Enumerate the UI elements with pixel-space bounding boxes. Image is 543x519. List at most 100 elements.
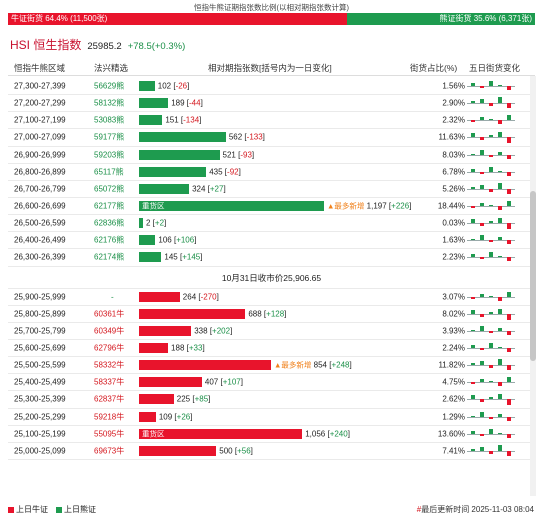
row-warrant-code[interactable]: 62837牛 bbox=[94, 394, 125, 404]
row-volume-bar bbox=[139, 445, 217, 456]
row-volume-bar bbox=[139, 377, 202, 388]
row-warrant-code[interactable]: 65072熊 bbox=[94, 184, 125, 194]
row-range: 27,200-27,299 bbox=[14, 98, 66, 108]
row-warrant-code[interactable]: 59203熊 bbox=[94, 150, 125, 160]
row-range: 25,200-25,299 bbox=[14, 412, 66, 422]
row-volume-value: 407 bbox=[204, 377, 219, 387]
row-volume: 338 [+202] bbox=[194, 326, 233, 336]
row-pct: 2.90% bbox=[442, 98, 465, 108]
row-volume: 435 [-92] bbox=[209, 167, 241, 177]
row-volume: 109 [+26] bbox=[158, 412, 193, 422]
row-warrant-code[interactable]: 53083熊 bbox=[94, 115, 125, 125]
row-warrant-code[interactable]: 56629熊 bbox=[94, 81, 125, 91]
row-volume-change: +56 bbox=[237, 446, 251, 456]
row-warrant-code[interactable]: 60361牛 bbox=[94, 309, 125, 319]
legend-bull: 上日牛证 bbox=[8, 504, 48, 515]
row-warrant-code[interactable]: 65117熊 bbox=[94, 167, 124, 177]
row-volume-value: 1,056 bbox=[305, 429, 326, 439]
row-volume-change: +128 bbox=[266, 309, 285, 319]
row-warrant-code[interactable]: 59177熊 bbox=[94, 132, 125, 142]
row-volume-bar bbox=[139, 325, 192, 336]
row-range: 26,700-26,799 bbox=[14, 184, 66, 194]
row-range: 26,400-26,499 bbox=[14, 235, 66, 245]
row-pct: 2.24% bbox=[442, 343, 465, 353]
table-row[interactable]: 25,900-25,999 - 264 [-270] 3.07% bbox=[8, 289, 535, 306]
bear-ratio-segment: 熊证街货 35.6% (6,371张) bbox=[347, 13, 535, 25]
table-row[interactable]: 27,300-27,399 56629熊 102 [-26] 1.56% bbox=[8, 78, 535, 96]
row-volume-bar bbox=[139, 81, 155, 92]
row-warrant-code: - bbox=[111, 292, 114, 302]
heavy-zone-label: 重货区 bbox=[142, 201, 165, 211]
row-pct: 2.23% bbox=[442, 252, 465, 262]
row-volume: 106 [+106] bbox=[158, 235, 197, 245]
table-row[interactable]: 25,100-25,199 55095牛 重货区 1,056 [+240] 13… bbox=[8, 426, 535, 443]
table-row[interactable]: 26,400-26,499 62176熊 106 [+106] 1.63% bbox=[8, 232, 535, 250]
five-day-spark bbox=[467, 148, 515, 162]
row-volume-change: +26 bbox=[176, 412, 191, 422]
five-day-spark bbox=[467, 216, 515, 230]
row-warrant-code[interactable]: 55095牛 bbox=[94, 429, 125, 439]
row-range: 25,400-25,499 bbox=[14, 377, 66, 387]
table-row[interactable]: 27,000-27,099 59177熊 562 [-133] 11.63% bbox=[8, 129, 535, 147]
scrollbar[interactable] bbox=[530, 76, 536, 496]
row-volume-value: 562 bbox=[228, 132, 243, 142]
five-day-spark bbox=[467, 113, 515, 127]
row-volume-bar bbox=[139, 98, 169, 109]
table-row[interactable]: 25,000-25,099 69673牛 500 [+56] 7.41% bbox=[8, 443, 535, 460]
row-volume-change: +202 bbox=[212, 326, 231, 336]
row-warrant-code[interactable]: 60349牛 bbox=[94, 326, 125, 336]
row-volume-change: -26 bbox=[175, 81, 188, 91]
table-row[interactable]: 25,500-25,599 58332牛 ▲最多新增 854 [+248] 11… bbox=[8, 357, 535, 375]
row-warrant-code[interactable]: 62836熊 bbox=[94, 218, 125, 228]
row-warrant-code[interactable]: 58132熊 bbox=[94, 98, 125, 108]
table-row[interactable]: 25,300-25,399 62837牛 225 [+85] 2.62% bbox=[8, 391, 535, 409]
row-warrant-code[interactable]: 62176熊 bbox=[94, 235, 125, 245]
row-volume-value: 324 bbox=[192, 184, 206, 194]
row-warrant-code[interactable]: 58332牛 bbox=[94, 360, 125, 370]
row-pct: 2.32% bbox=[442, 115, 465, 125]
table-row[interactable]: 27,100-27,199 53083熊 151 [-134] 2.32% bbox=[8, 112, 535, 130]
row-pct: 5.26% bbox=[442, 184, 465, 194]
table-row[interactable]: 26,700-26,799 65072熊 324 [+27] 5.26% bbox=[8, 181, 535, 198]
row-volume-change: +226 bbox=[391, 201, 410, 211]
row-warrant-code[interactable]: 62796牛 bbox=[94, 343, 125, 353]
row-warrant-code[interactable]: 62174熊 bbox=[94, 252, 125, 262]
table-row[interactable]: 26,800-26,899 65117熊 435 [-92] 6.78% bbox=[8, 164, 535, 181]
row-warrant-code[interactable]: 62177熊 bbox=[94, 201, 125, 211]
row-range: 25,800-25,899 bbox=[14, 309, 66, 319]
table-row[interactable]: 26,500-26,599 62836熊 2 [+2] 0.03% bbox=[8, 215, 535, 233]
table-row[interactable]: 26,900-26,999 59203熊 521 [-93] 8.03% bbox=[8, 147, 535, 164]
row-warrant-code[interactable]: 58337牛 bbox=[94, 377, 125, 387]
row-warrant-code[interactable]: 69673牛 bbox=[94, 446, 125, 456]
row-warrant-code[interactable]: 59218牛 bbox=[94, 412, 125, 422]
table-row[interactable]: 25,800-25,899 60361牛 688 [+128] 8.02% bbox=[8, 306, 535, 323]
row-volume-value: 151 bbox=[165, 115, 179, 125]
table-row[interactable]: 25,700-25,799 60349牛 338 [+202] 3.93% bbox=[8, 323, 535, 340]
row-volume: 188 [+33] bbox=[171, 343, 205, 353]
row-volume-value: 189 bbox=[171, 98, 185, 108]
table-row[interactable]: 25,600-25,699 62796牛 188 [+33] 2.24% bbox=[8, 340, 535, 358]
row-range: 27,300-27,399 bbox=[14, 81, 66, 91]
row-volume: 102 [-26] bbox=[157, 81, 190, 91]
row-pct: 6.78% bbox=[442, 167, 465, 177]
last-updated-text: 最后更新时间 2025-11-03 08:04 bbox=[421, 505, 534, 514]
row-range: 25,700-25,799 bbox=[14, 326, 66, 336]
table-row[interactable]: 26,600-26,699 62177熊 重货区 ▲最多新增 1,197 [+2… bbox=[8, 198, 535, 216]
table-row[interactable]: 27,200-27,299 58132熊 189 [-44] 2.90% bbox=[8, 95, 535, 113]
index-name: HSI 恒生指数 bbox=[10, 38, 82, 52]
table-row[interactable]: 25,400-25,499 58337牛 407 [+107] 4.75% bbox=[8, 374, 535, 392]
header-spark: 五日街货变化 bbox=[469, 63, 521, 73]
row-volume: 264 [-270] bbox=[182, 292, 219, 302]
row-volume-value: 106 bbox=[158, 235, 172, 245]
page-title: 恒指牛熊证期指张数比例(以相对期指张数计算) bbox=[194, 3, 349, 12]
row-range: 26,600-26,699 bbox=[14, 201, 66, 211]
five-day-spark bbox=[467, 79, 515, 93]
table-row[interactable]: 25,200-25,299 59218牛 109 [+26] 1.29% bbox=[8, 409, 535, 426]
five-day-spark bbox=[467, 182, 515, 196]
table-row[interactable]: 26,300-26,399 62174熊 145 [+145] 2.23% bbox=[8, 249, 535, 267]
row-volume-value: 225 bbox=[176, 394, 191, 404]
row-pct: 1.29% bbox=[442, 412, 465, 422]
row-volume-bar: 重货区 bbox=[139, 201, 324, 212]
legend-bear-label: 上日熊证 bbox=[64, 505, 96, 514]
scrollbar-thumb[interactable] bbox=[530, 191, 536, 361]
